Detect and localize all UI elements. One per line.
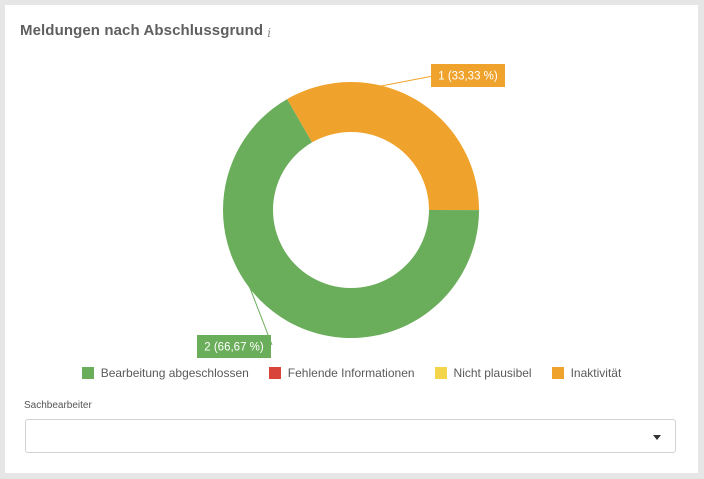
assignee-label: Sachbearbeiter [24,400,92,411]
legend-swatch [434,367,447,379]
label-leader-line [377,75,434,88]
assignee-select[interactable] [25,419,676,453]
legend-swatch [81,367,94,379]
donut-slice-inaktivität[interactable] [287,82,479,211]
data-label-box [197,335,271,358]
legend-swatch [268,367,281,379]
legend-label: Fehlende Informationen [287,366,415,380]
legend-item[interactable]: Inaktivität [551,366,622,380]
data-label: 1 (33,33 %) [438,71,498,83]
legend-swatch [551,367,564,379]
legend-item[interactable]: Bearbeitung abgeschlossen [81,366,249,380]
info-icon[interactable]: i [267,26,272,40]
legend-label: Bearbeitung abgeschlossen [100,366,249,380]
card-title-text: Meldungen nach Abschlussgrund [20,22,264,39]
label-leader-line [225,225,273,346]
legend-item[interactable]: Nicht plausibel [434,366,532,380]
card-title: Meldungen nach Abschlussgrund i [20,22,272,40]
caret-down-icon [653,435,661,440]
legend-label: Inaktivität [570,366,622,380]
donut-slice-bearbeitung-abgeschlossen[interactable] [222,99,479,338]
chart-legend: Bearbeitung abgeschlossen Fehlende Inform… [0,366,703,380]
legend-label: Nicht plausibel [453,366,532,380]
data-label: 2 (66,67 %) [204,342,264,354]
data-label-box [431,64,505,87]
legend-item[interactable]: Fehlende Informationen [268,366,415,380]
